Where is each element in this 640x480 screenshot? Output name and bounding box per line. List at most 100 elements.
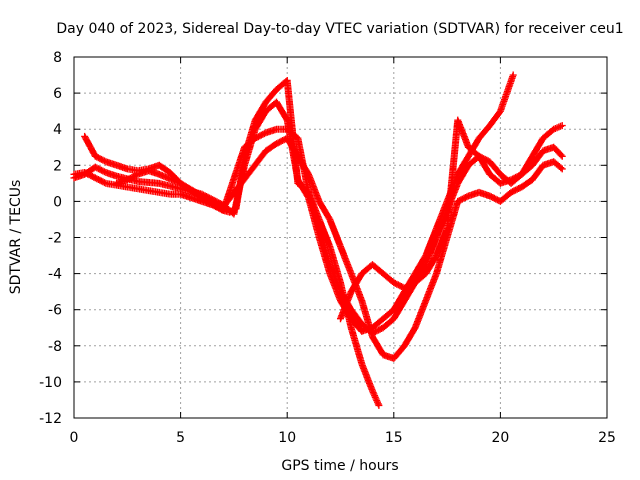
data-trace-segment [551,159,565,172]
series-track-5 [337,116,566,323]
data-trace-segment [252,100,269,123]
data-trace-segment [252,109,269,132]
data-trace-segment [391,298,408,321]
data-point [509,71,517,79]
data-trace-segment [358,298,376,339]
data-trace-segment [551,145,565,159]
data-point [198,192,206,200]
data-trace-segment [157,180,183,192]
y-tick-label: 8 [53,50,62,66]
y-tick-label: -6 [48,303,62,319]
y-tick-label: 2 [53,158,62,174]
data-trace-segment [402,279,418,291]
data-trace-segment [93,175,108,187]
y-tick-label: -2 [48,231,62,247]
data-trace-segment [125,171,140,183]
data-trace-segment [358,361,376,393]
data-trace-segment [370,316,386,331]
x-tick-label: 5 [176,430,185,446]
data-trace-segment [503,73,517,95]
data-trace-segment [509,184,524,196]
grid-lines [74,57,607,418]
y-tick-label: -8 [48,339,62,355]
data-trace-segment [413,271,428,285]
data-trace-segment [157,162,173,176]
data-trace-segment [305,172,323,204]
data-trace-segment [455,193,471,205]
data-trace-segment [370,262,386,276]
data-point [507,188,515,196]
x-tick-label: 25 [598,430,616,446]
data-trace-segment [454,118,472,150]
data-trace-segment [391,289,408,312]
data-trace-segment [326,244,344,285]
data-trace-segment [412,253,429,276]
data-trace-segment [199,193,226,210]
data-trace-segment [381,316,396,331]
y-tick-label: 4 [53,122,62,138]
data-trace-segment [369,334,386,357]
data-trace-segment [381,271,396,285]
y-tick-label: -12 [39,411,62,427]
data-trace-segment [178,180,204,199]
data-point [558,122,566,130]
y-tick-label: -4 [48,267,62,283]
data-trace-segment [455,154,472,177]
data-trace-segment [529,148,546,168]
data-trace-segment [529,136,546,159]
data-trace-segment [519,162,535,177]
data-trace-segment [136,178,162,187]
data-point [558,152,566,160]
y-tick-label: -10 [39,375,62,391]
data-trace-segment [401,325,418,348]
data-point [454,197,462,205]
x-tick-label: 0 [70,430,79,446]
data-trace-segment [498,190,514,204]
data-trace-segment [508,172,524,186]
data-point [273,140,281,148]
data-trace-segment [433,208,450,240]
data-point [91,163,99,171]
data-trace-segment [305,190,323,231]
data-point [375,401,383,409]
data-trace-segment [316,199,333,222]
data-trace-segment [93,153,108,165]
data-trace-segment [284,136,301,159]
data-trace-segment [157,171,183,187]
x-tick-labels: 0 5 10 15 20 25 [70,430,616,446]
data-trace-segment [443,118,462,231]
x-tick-label: 15 [385,430,403,446]
data-point [251,134,259,142]
data-trace-segment [81,134,99,159]
data-trace-segment [337,244,355,276]
data-trace-segment [423,253,440,276]
data-trace-segment [93,164,108,176]
data-trace-segment [487,109,503,128]
data-point [91,152,99,160]
data-point [368,387,376,395]
data-point [400,284,408,292]
data-trace-segment [466,144,482,159]
data-trace-segment [529,163,546,182]
data-marks [70,71,566,409]
data-trace-segment [391,343,407,361]
x-tick-label: 20 [491,430,509,446]
y-axis-label: SDTVAR / TECUs [8,180,24,295]
data-trace-segment [348,307,365,327]
data-trace-segment [263,141,279,154]
y-tick-label: 0 [53,194,62,210]
data-trace-segment [412,298,429,330]
data-point [486,192,494,200]
series-track-1 [70,76,383,409]
data-trace-segment [476,123,493,141]
data-point [91,174,99,182]
data-trace-segment [253,130,268,141]
data-trace-segment [220,148,269,209]
data-trace-segment [263,87,279,105]
data-trace-segment [497,91,510,113]
data-trace-segment [381,307,396,322]
x-tick-label: 10 [278,430,296,446]
data-trace-segment [433,235,451,276]
data-trace-segment [551,122,564,132]
